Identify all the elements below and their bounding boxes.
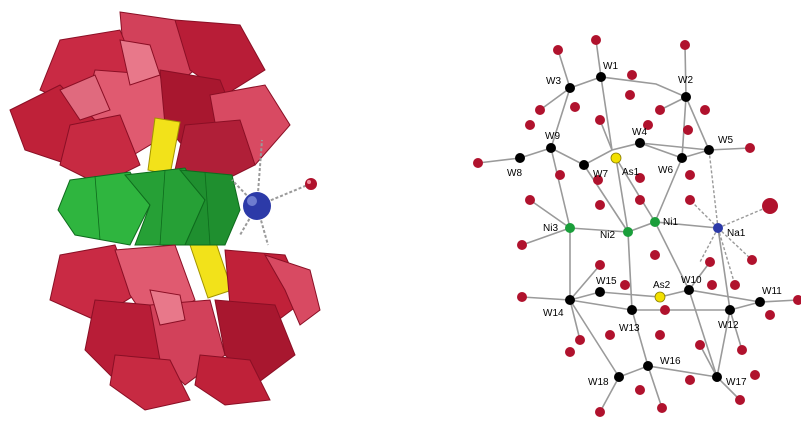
label-W2: W2 (678, 75, 693, 86)
polyhedral-view (9, 11, 321, 411)
nickel-atom-1 (650, 217, 660, 227)
arsenic-tetrahedron-lower (189, 239, 233, 299)
label-W4: W4 (632, 127, 647, 138)
label-W3: W3 (546, 76, 561, 87)
water-oxygen (305, 178, 317, 190)
sodium-atom (713, 223, 723, 233)
label-As2: As2 (653, 280, 671, 291)
atom-labels: W1 W2 W3 W4 W5 W6 W7 W8 W9 As1 Ni1 Ni2 N… (507, 61, 782, 388)
nickel-atom-2 (623, 227, 633, 237)
label-W11: W11 (762, 286, 782, 297)
nickel-octahedra-belt (57, 167, 241, 246)
arsenic-atom-1 (610, 152, 622, 164)
label-W8: W8 (507, 168, 522, 179)
label-As1: As1 (622, 167, 640, 178)
ball-stick-view: W1 W2 W3 W4 W5 W6 W7 W8 W9 As1 Ni1 Ni2 N… (473, 35, 801, 417)
label-W15: W15 (596, 276, 617, 287)
label-Ni3: Ni3 (543, 223, 558, 234)
label-W7: W7 (593, 169, 608, 180)
label-W9: W9 (545, 131, 560, 142)
label-W1: W1 (603, 61, 618, 72)
label-W12: W12 (718, 320, 739, 331)
nickel-atom-3 (565, 223, 575, 233)
label-W16: W16 (660, 356, 681, 367)
tungsten-atoms (515, 72, 765, 382)
label-W6: W6 (658, 165, 673, 176)
lower-tungsten-octahedra (49, 244, 321, 411)
label-W18: W18 (588, 377, 609, 388)
sodium-bonds (689, 149, 771, 286)
label-Ni2: Ni2 (600, 230, 615, 241)
label-Na1: Na1 (727, 228, 746, 239)
label-W5: W5 (718, 135, 733, 146)
label-W10: W10 (681, 275, 702, 286)
sodium-sphere (243, 192, 271, 220)
oxygen-atoms (473, 35, 801, 417)
label-Ni1: Ni1 (663, 217, 678, 228)
bonds (477, 39, 799, 413)
label-W13: W13 (619, 323, 640, 334)
label-W14: W14 (543, 308, 564, 319)
arsenic-atom-2 (654, 291, 666, 303)
sodium-coordination (231, 139, 317, 246)
upper-tungsten-octahedra (9, 11, 291, 186)
label-W17: W17 (726, 377, 747, 388)
